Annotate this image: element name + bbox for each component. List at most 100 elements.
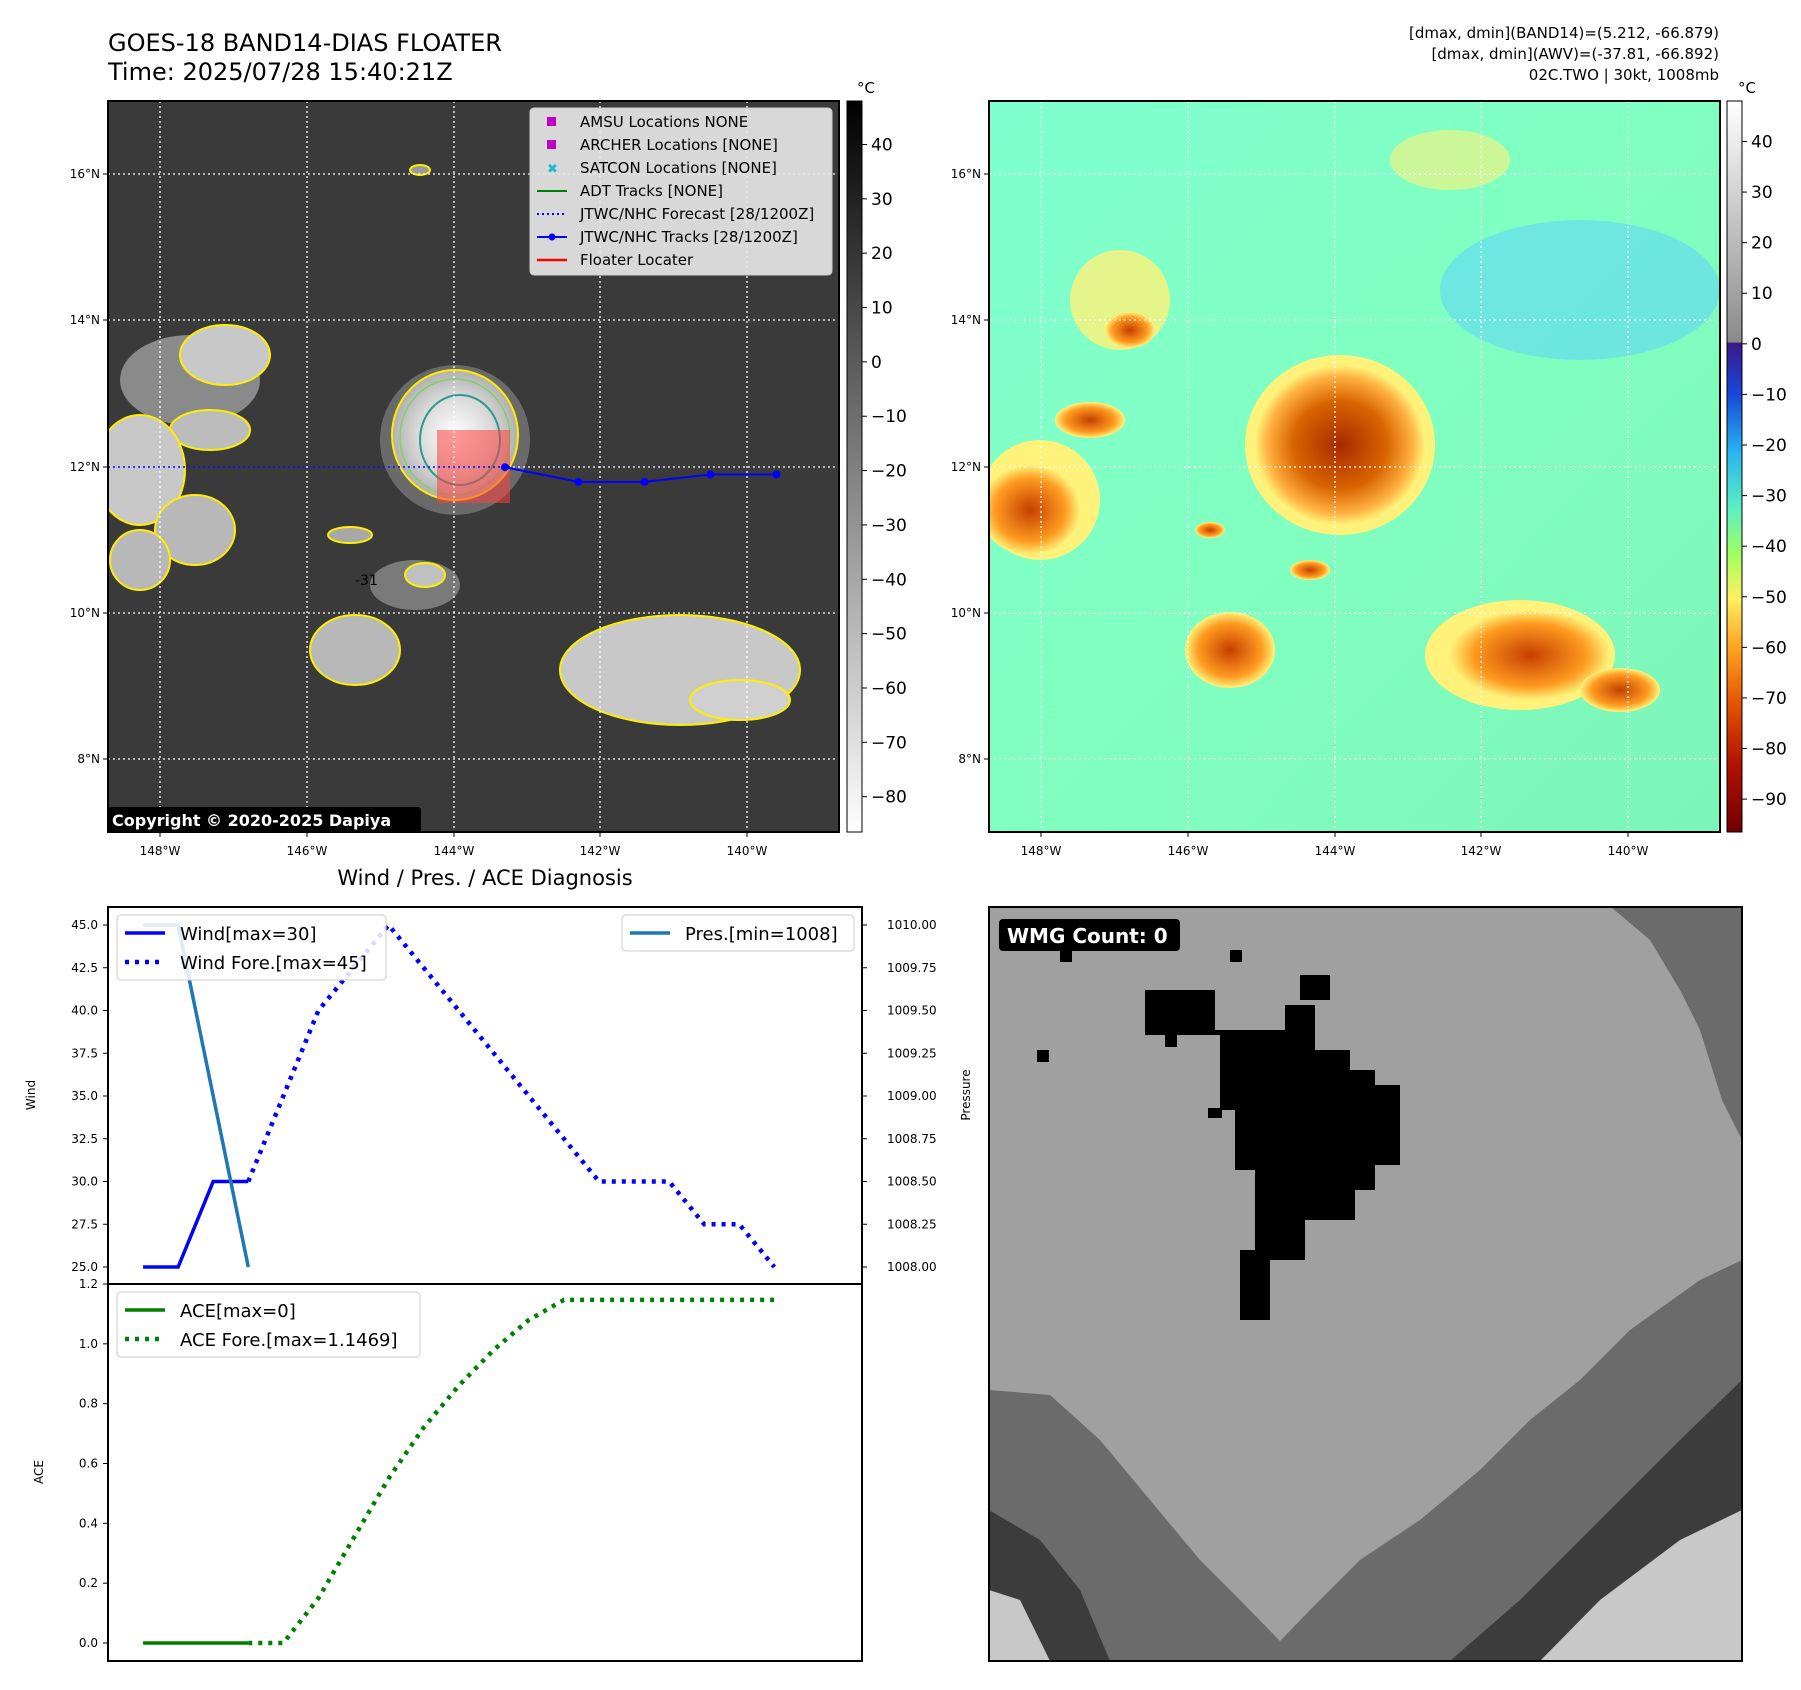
wind-tick-label: 27.5: [71, 1217, 98, 1231]
legend-ace-fore: ACE Fore.[max=1.1469]: [180, 1330, 398, 1351]
ace-tick-label: 1.0: [79, 1337, 98, 1351]
pressure-tick-label: 1009.25: [887, 1046, 937, 1060]
ir-map: -31 AMSU Locations NONE ARCHER Locations…: [107, 100, 840, 833]
diagnosis-title: Wind / Pres. / ACE Diagnosis: [337, 866, 632, 890]
wv-colorbar-tick: −70: [1751, 689, 1787, 709]
ir-colorbar-tick: −50: [871, 625, 907, 645]
wv-colorbar-unit: °C: [1738, 79, 1756, 97]
ace-tick-label: 0.4: [79, 1516, 98, 1530]
legend-wind: Wind[max=30]: [180, 924, 317, 945]
pressure-tick-label: 1009.75: [887, 961, 937, 975]
ir-lon-label: 142°W: [580, 844, 621, 858]
ace-legend: ACE[max=0] ACE Fore.[max=1.1469]: [116, 1291, 421, 1358]
legend-ace: ACE[max=0]: [180, 1301, 296, 1322]
wv-lat-label: 12°N: [951, 460, 981, 474]
ir-colorbar-tick: −60: [871, 679, 907, 699]
ir-colorbar-tick: −30: [871, 516, 907, 536]
wv-colorbar-tick: −40: [1751, 537, 1787, 557]
pres-legend: Pres.[min=1008]: [621, 914, 855, 952]
wind-tick-label: 32.5: [71, 1132, 98, 1146]
track-point: [772, 470, 781, 479]
wv-imagery: [989, 130, 1720, 712]
wind-pressure-plot: 45.0 42.5 40.0 37.5 35.0 32.5 30.0 27.5 25.0 101…: [24, 906, 973, 1285]
wv-lat-label: 8°N: [958, 752, 981, 766]
ir-lon-label: 140°W: [727, 844, 768, 858]
wind-tick-label: 25.0: [71, 1260, 98, 1274]
wv-map: [988, 100, 1721, 833]
wv-gridlines: [989, 101, 1720, 832]
ace-tick-label: 0.6: [79, 1457, 98, 1471]
ace-axis-label: ACE: [32, 1460, 46, 1484]
pressure-tick-label: 1008.25: [887, 1217, 937, 1231]
wind-tick-label: 40.0: [71, 1004, 98, 1018]
stats-line-1: [dmax, dmin](BAND14)=(5.212, -66.879): [1409, 24, 1719, 42]
wind-tick-label: 37.5: [71, 1046, 98, 1060]
track-point: [706, 470, 715, 479]
legend-marker-satcon: ✖: [547, 162, 558, 177]
stats-line-3: 02C.TWO | 30kt, 1008mb: [1529, 66, 1719, 84]
legend-label-track: JTWC/NHC Tracks [28/1200Z]: [579, 228, 798, 246]
ace-tick-label: 0.0: [79, 1636, 98, 1650]
ir-colorbar-tick: −10: [871, 407, 907, 427]
wind-tick-label: 30.0: [71, 1175, 98, 1189]
ir-colorbar: °C 40 30 20 10 0 −10 −20 −30 −40 −50 −60 −70 −80: [846, 79, 907, 833]
track-point: [640, 477, 649, 486]
wind-tick-label: 35.0: [71, 1089, 98, 1103]
wv-colorbar-tick: 40: [1751, 132, 1773, 152]
ir-colorbar-tick: 0: [871, 353, 882, 373]
ir-lat-label: 14°N: [70, 313, 100, 327]
wv-lon-label: 144°W: [1315, 844, 1356, 858]
wind-axis-label: Wind: [24, 1080, 38, 1110]
pressure-tick-label: 1008.50: [887, 1175, 937, 1189]
wv-lat-label: 14°N: [951, 313, 981, 327]
wv-lon-label: 148°W: [1021, 844, 1062, 858]
ir-lat-label: 16°N: [70, 167, 100, 181]
ir-lon-label: 146°W: [287, 844, 328, 858]
ir-colorbar-tick: −80: [871, 788, 907, 808]
wv-colorbar-tick: 30: [1751, 183, 1773, 203]
wv-colorbar-tick: −30: [1751, 487, 1787, 507]
wv-lon-label: 142°W: [1461, 844, 1502, 858]
legend-pres: Pres.[min=1008]: [685, 924, 838, 945]
wv-colorbar-tick: 10: [1751, 284, 1773, 304]
track-point: [500, 463, 509, 472]
pressure-tick-label: 1009.00: [887, 1089, 937, 1103]
pressure-axis-label: Pressure: [959, 1069, 973, 1120]
wv-lon-label: 140°W: [1608, 844, 1649, 858]
legend-label-adt: ADT Tracks [NONE]: [580, 182, 723, 200]
legend-label-archer: ARCHER Locations [NONE]: [580, 136, 778, 154]
pressure-tick-label: 1010.00: [887, 918, 937, 932]
wind-tick-label: 45.0: [71, 918, 98, 932]
wv-colorbar: °C 40 30 20 10 0 −10 −20 −30 −40 −50 −60 −70 −80 −90: [1726, 79, 1787, 833]
legend-marker-archer: [547, 140, 556, 149]
wv-colorbar-tick: −50: [1751, 588, 1787, 608]
wv-colorbar-tick: 0: [1751, 335, 1762, 355]
wind-tick-label: 42.5: [71, 961, 98, 975]
ir-colorbar-tick: 30: [871, 190, 893, 210]
wv-lon-label: 146°W: [1168, 844, 1209, 858]
ir-colorbar-tick: 10: [871, 299, 893, 319]
wmg-panel: WMG Count: 0: [988, 906, 1743, 1662]
legend-label-floater: Floater Locater: [580, 251, 694, 269]
legend-label-satcon: SATCON Locations [NONE]: [580, 159, 777, 177]
track-point: [574, 477, 583, 486]
wv-colorbar-tick: −20: [1751, 436, 1787, 456]
ir-colorbar-tick: 40: [871, 135, 893, 155]
ir-colorbar-tick: −70: [871, 733, 907, 753]
ir-lon-label: 148°W: [140, 844, 181, 858]
wv-colorbar-tick: 20: [1751, 234, 1773, 254]
ace-tick-label: 0.2: [79, 1576, 98, 1590]
jtwc-track: [500, 463, 781, 486]
ir-lon-label: 144°W: [434, 844, 475, 858]
wind-legend: Wind[max=30] Wind Fore.[max=45]: [116, 914, 387, 981]
figure-time: Time: 2025/07/28 15:40:21Z: [107, 58, 453, 86]
svg-text:WMG Count: 0: WMG Count: 0: [1007, 924, 1168, 948]
legend-label-amsu: AMSU Locations NONE: [580, 113, 748, 131]
wv-colorbar-tick: −60: [1751, 638, 1787, 658]
ir-colorbar-tick: −20: [871, 462, 907, 482]
wmg-cloud-shape: [1145, 990, 1400, 1320]
ir-colorbar-tick: −40: [871, 570, 907, 590]
pressure-tick-label: 1009.50: [887, 1004, 937, 1018]
ace-forecast-line: [248, 1297, 775, 1646]
